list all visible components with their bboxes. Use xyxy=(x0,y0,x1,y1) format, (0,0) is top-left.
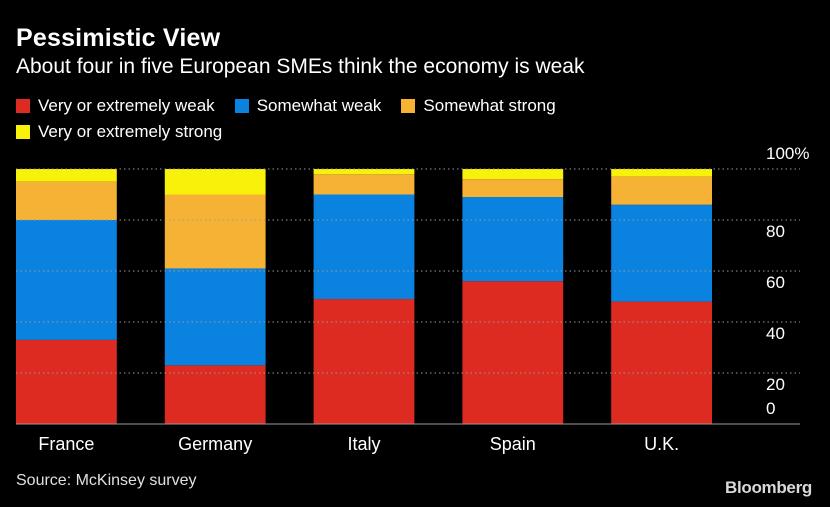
x-tick-label: Spain xyxy=(490,434,536,454)
legend-label: Somewhat weak xyxy=(256,96,382,115)
bar-italy-series-0 xyxy=(313,299,415,424)
chart-subtitle: About four in five European SMEs think t… xyxy=(16,55,585,78)
legend-label: Somewhat strong xyxy=(423,96,556,115)
bar-germany-series-1 xyxy=(164,268,266,366)
bar-italy-series-1 xyxy=(313,194,415,300)
legend-swatch xyxy=(16,99,30,113)
bar-france-series-0 xyxy=(16,339,117,424)
bar-germany-series-3 xyxy=(164,169,266,195)
bar-france-series-2 xyxy=(16,181,117,220)
bar-spain-series-0 xyxy=(462,281,564,424)
legend-swatch xyxy=(234,99,249,113)
bar-italy-series-2 xyxy=(313,174,415,195)
bar-uk-series-1 xyxy=(611,204,712,302)
legend-item-very-weak: Very or extremely weak xyxy=(16,96,215,116)
legend-item-somewhat-strong: Somewhat strong xyxy=(401,96,556,116)
legend-label: Very or extremely strong xyxy=(38,122,223,141)
bar-uk-series-3 xyxy=(611,169,712,177)
legend-swatch xyxy=(16,125,30,139)
bar-spain-series-3 xyxy=(462,169,564,180)
bloomberg-logo: Bloomberg xyxy=(724,478,812,497)
bar-uk-series-0 xyxy=(611,301,712,424)
y-tick-label: 80 xyxy=(766,222,785,241)
y-tick-label: 0 xyxy=(766,399,775,418)
bar-uk-series-2 xyxy=(611,176,712,205)
x-tick-label: France xyxy=(38,434,94,454)
legend-label: Very or extremely weak xyxy=(38,96,215,115)
source-note: Source: McKinsey survey xyxy=(16,472,197,489)
y-tick-label: 100% xyxy=(766,144,809,163)
bar-france-series-3 xyxy=(16,169,117,182)
legend-item-somewhat-weak: Somewhat weak xyxy=(234,96,382,116)
bar-spain-series-1 xyxy=(462,197,564,282)
legend-item-very-strong: Very or extremely strong xyxy=(16,122,222,142)
bar-spain-series-2 xyxy=(462,179,564,198)
chart-title: Pessimistic View xyxy=(16,24,221,52)
y-tick-label: 60 xyxy=(766,273,785,292)
y-tick-label: 20 xyxy=(766,375,785,394)
y-tick-label: 40 xyxy=(766,324,785,343)
legend: Very or extremely weak Somewhat weak Som… xyxy=(16,96,656,142)
bar-germany-series-0 xyxy=(164,365,266,424)
bar-germany-series-2 xyxy=(164,194,266,269)
x-tick-label: U.K. xyxy=(644,434,679,454)
x-tick-label: Italy xyxy=(347,434,380,454)
bar-italy-series-3 xyxy=(313,169,415,175)
legend-swatch xyxy=(401,99,416,113)
bar-france-series-1 xyxy=(16,220,117,340)
x-tick-label: Germany xyxy=(178,434,252,454)
